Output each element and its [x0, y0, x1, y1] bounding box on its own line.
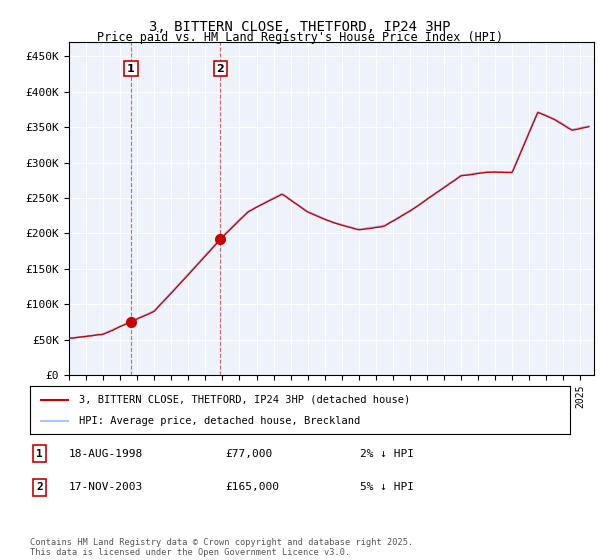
Text: £77,000: £77,000 — [225, 449, 272, 459]
Text: 5% ↓ HPI: 5% ↓ HPI — [360, 482, 414, 492]
Text: Price paid vs. HM Land Registry's House Price Index (HPI): Price paid vs. HM Land Registry's House … — [97, 31, 503, 44]
Text: £165,000: £165,000 — [225, 482, 279, 492]
Text: HPI: Average price, detached house, Breckland: HPI: Average price, detached house, Brec… — [79, 416, 360, 426]
Text: 2: 2 — [36, 482, 43, 492]
Text: 17-NOV-2003: 17-NOV-2003 — [69, 482, 143, 492]
Text: 18-AUG-1998: 18-AUG-1998 — [69, 449, 143, 459]
Text: Contains HM Land Registry data © Crown copyright and database right 2025.
This d: Contains HM Land Registry data © Crown c… — [30, 538, 413, 557]
Text: 1: 1 — [36, 449, 43, 459]
Text: 1: 1 — [127, 64, 135, 74]
Text: 3, BITTERN CLOSE, THETFORD, IP24 3HP (detached house): 3, BITTERN CLOSE, THETFORD, IP24 3HP (de… — [79, 395, 410, 405]
Text: 3, BITTERN CLOSE, THETFORD, IP24 3HP: 3, BITTERN CLOSE, THETFORD, IP24 3HP — [149, 20, 451, 34]
Text: 2% ↓ HPI: 2% ↓ HPI — [360, 449, 414, 459]
Text: 2: 2 — [217, 64, 224, 74]
